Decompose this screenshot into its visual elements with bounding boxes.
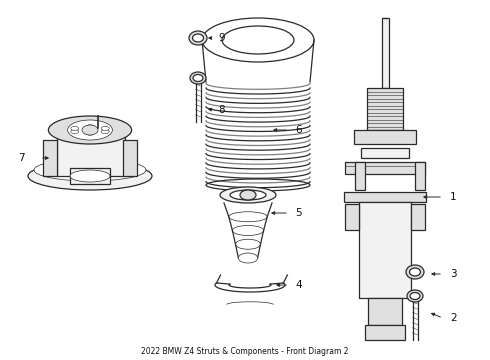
Bar	[367, 88, 403, 130]
Bar	[345, 204, 359, 230]
Bar	[359, 202, 411, 298]
Bar	[382, 18, 389, 88]
Ellipse shape	[71, 126, 79, 130]
Bar	[345, 162, 425, 174]
Ellipse shape	[240, 190, 256, 200]
Ellipse shape	[82, 125, 98, 135]
Text: 8: 8	[218, 105, 224, 115]
Ellipse shape	[70, 170, 110, 182]
Ellipse shape	[229, 212, 267, 222]
Bar	[57, 130, 124, 176]
Ellipse shape	[101, 126, 109, 130]
Text: 6: 6	[295, 125, 302, 135]
Bar	[344, 192, 426, 202]
Ellipse shape	[86, 125, 94, 129]
Ellipse shape	[230, 190, 266, 200]
Bar	[70, 168, 110, 184]
Ellipse shape	[28, 162, 152, 190]
Text: 7: 7	[18, 153, 24, 163]
Ellipse shape	[236, 239, 261, 249]
Ellipse shape	[49, 116, 132, 144]
Bar	[355, 162, 365, 190]
Ellipse shape	[407, 290, 423, 302]
Ellipse shape	[71, 130, 79, 134]
Bar	[365, 325, 405, 340]
Ellipse shape	[410, 292, 420, 300]
Text: 5: 5	[295, 208, 302, 218]
Bar	[368, 298, 402, 325]
Bar	[43, 140, 57, 176]
Ellipse shape	[410, 268, 420, 276]
Bar	[411, 204, 425, 230]
Ellipse shape	[86, 131, 94, 135]
Ellipse shape	[406, 265, 424, 279]
Text: 4: 4	[295, 280, 302, 290]
Ellipse shape	[222, 26, 294, 54]
Ellipse shape	[101, 130, 109, 134]
Ellipse shape	[189, 31, 207, 45]
Ellipse shape	[190, 72, 206, 84]
Text: 3: 3	[450, 269, 457, 279]
Ellipse shape	[206, 179, 310, 191]
Text: 2: 2	[450, 313, 457, 323]
Ellipse shape	[68, 120, 112, 140]
Text: 2022 BMW Z4 Struts & Components - Front Diagram 2: 2022 BMW Z4 Struts & Components - Front …	[141, 347, 349, 356]
Text: 9: 9	[218, 33, 224, 43]
Ellipse shape	[232, 225, 264, 235]
Bar	[361, 148, 409, 158]
Bar	[415, 162, 425, 190]
Ellipse shape	[34, 159, 146, 181]
Ellipse shape	[220, 187, 276, 203]
Bar	[354, 130, 416, 144]
Ellipse shape	[239, 253, 258, 263]
Bar	[123, 140, 137, 176]
Ellipse shape	[193, 34, 203, 42]
Ellipse shape	[202, 18, 314, 62]
Text: 1: 1	[450, 192, 457, 202]
Ellipse shape	[193, 75, 203, 81]
